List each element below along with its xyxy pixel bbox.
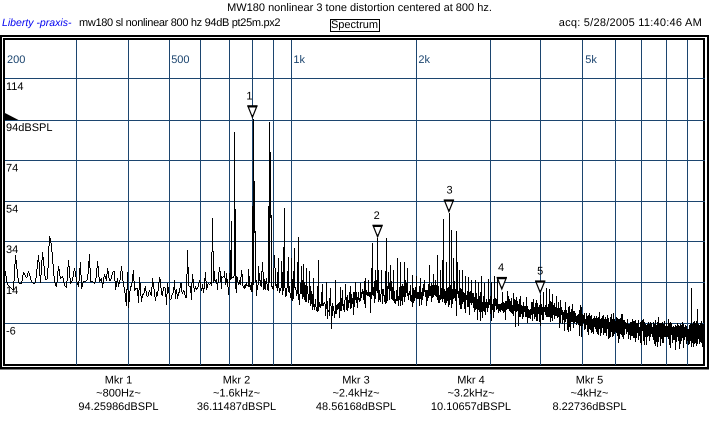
svg-text:2k: 2k bbox=[418, 54, 430, 66]
svg-text:34: 34 bbox=[6, 244, 18, 256]
svg-text:3: 3 bbox=[447, 185, 453, 197]
svg-text:2: 2 bbox=[374, 210, 380, 222]
svg-text:Mkr 3: Mkr 3 bbox=[342, 374, 370, 386]
svg-text:94.25986dBSPL: 94.25986dBSPL bbox=[78, 401, 158, 413]
svg-text:1: 1 bbox=[246, 90, 252, 102]
svg-text:1k: 1k bbox=[293, 54, 305, 66]
svg-text:200: 200 bbox=[7, 54, 25, 66]
svg-text:94dBSPL: 94dBSPL bbox=[6, 122, 52, 134]
svg-text:~4kHz~: ~4kHz~ bbox=[571, 388, 609, 400]
svg-text:Mkr 4: Mkr 4 bbox=[457, 374, 485, 386]
svg-text:36.11487dBSPL: 36.11487dBSPL bbox=[197, 401, 276, 413]
svg-text:5: 5 bbox=[537, 266, 543, 278]
svg-text:14: 14 bbox=[6, 285, 18, 297]
svg-text:500: 500 bbox=[171, 54, 189, 66]
svg-text:10.10657dBSPL: 10.10657dBSPL bbox=[431, 401, 511, 413]
svg-text:5k: 5k bbox=[585, 54, 597, 66]
svg-text:-6: -6 bbox=[6, 326, 16, 338]
svg-text:54: 54 bbox=[6, 203, 18, 215]
svg-text:~2.4kHz~: ~2.4kHz~ bbox=[332, 388, 379, 400]
svg-text:Mkr 5: Mkr 5 bbox=[576, 374, 604, 386]
svg-text:~800Hz~: ~800Hz~ bbox=[96, 388, 141, 400]
svg-text:4: 4 bbox=[498, 262, 504, 274]
svg-text:8.22736dBSPL: 8.22736dBSPL bbox=[552, 401, 626, 413]
svg-text:Mkr 2: Mkr 2 bbox=[223, 374, 251, 386]
svg-text:48.56168dBSPL: 48.56168dBSPL bbox=[316, 401, 396, 413]
svg-text:74: 74 bbox=[6, 163, 18, 175]
svg-text:~1.6kHz~: ~1.6kHz~ bbox=[213, 388, 260, 400]
svg-text:Mkr 1: Mkr 1 bbox=[105, 374, 133, 386]
svg-text:114: 114 bbox=[6, 81, 24, 93]
svg-text:~3.2kHz~: ~3.2kHz~ bbox=[447, 388, 494, 400]
